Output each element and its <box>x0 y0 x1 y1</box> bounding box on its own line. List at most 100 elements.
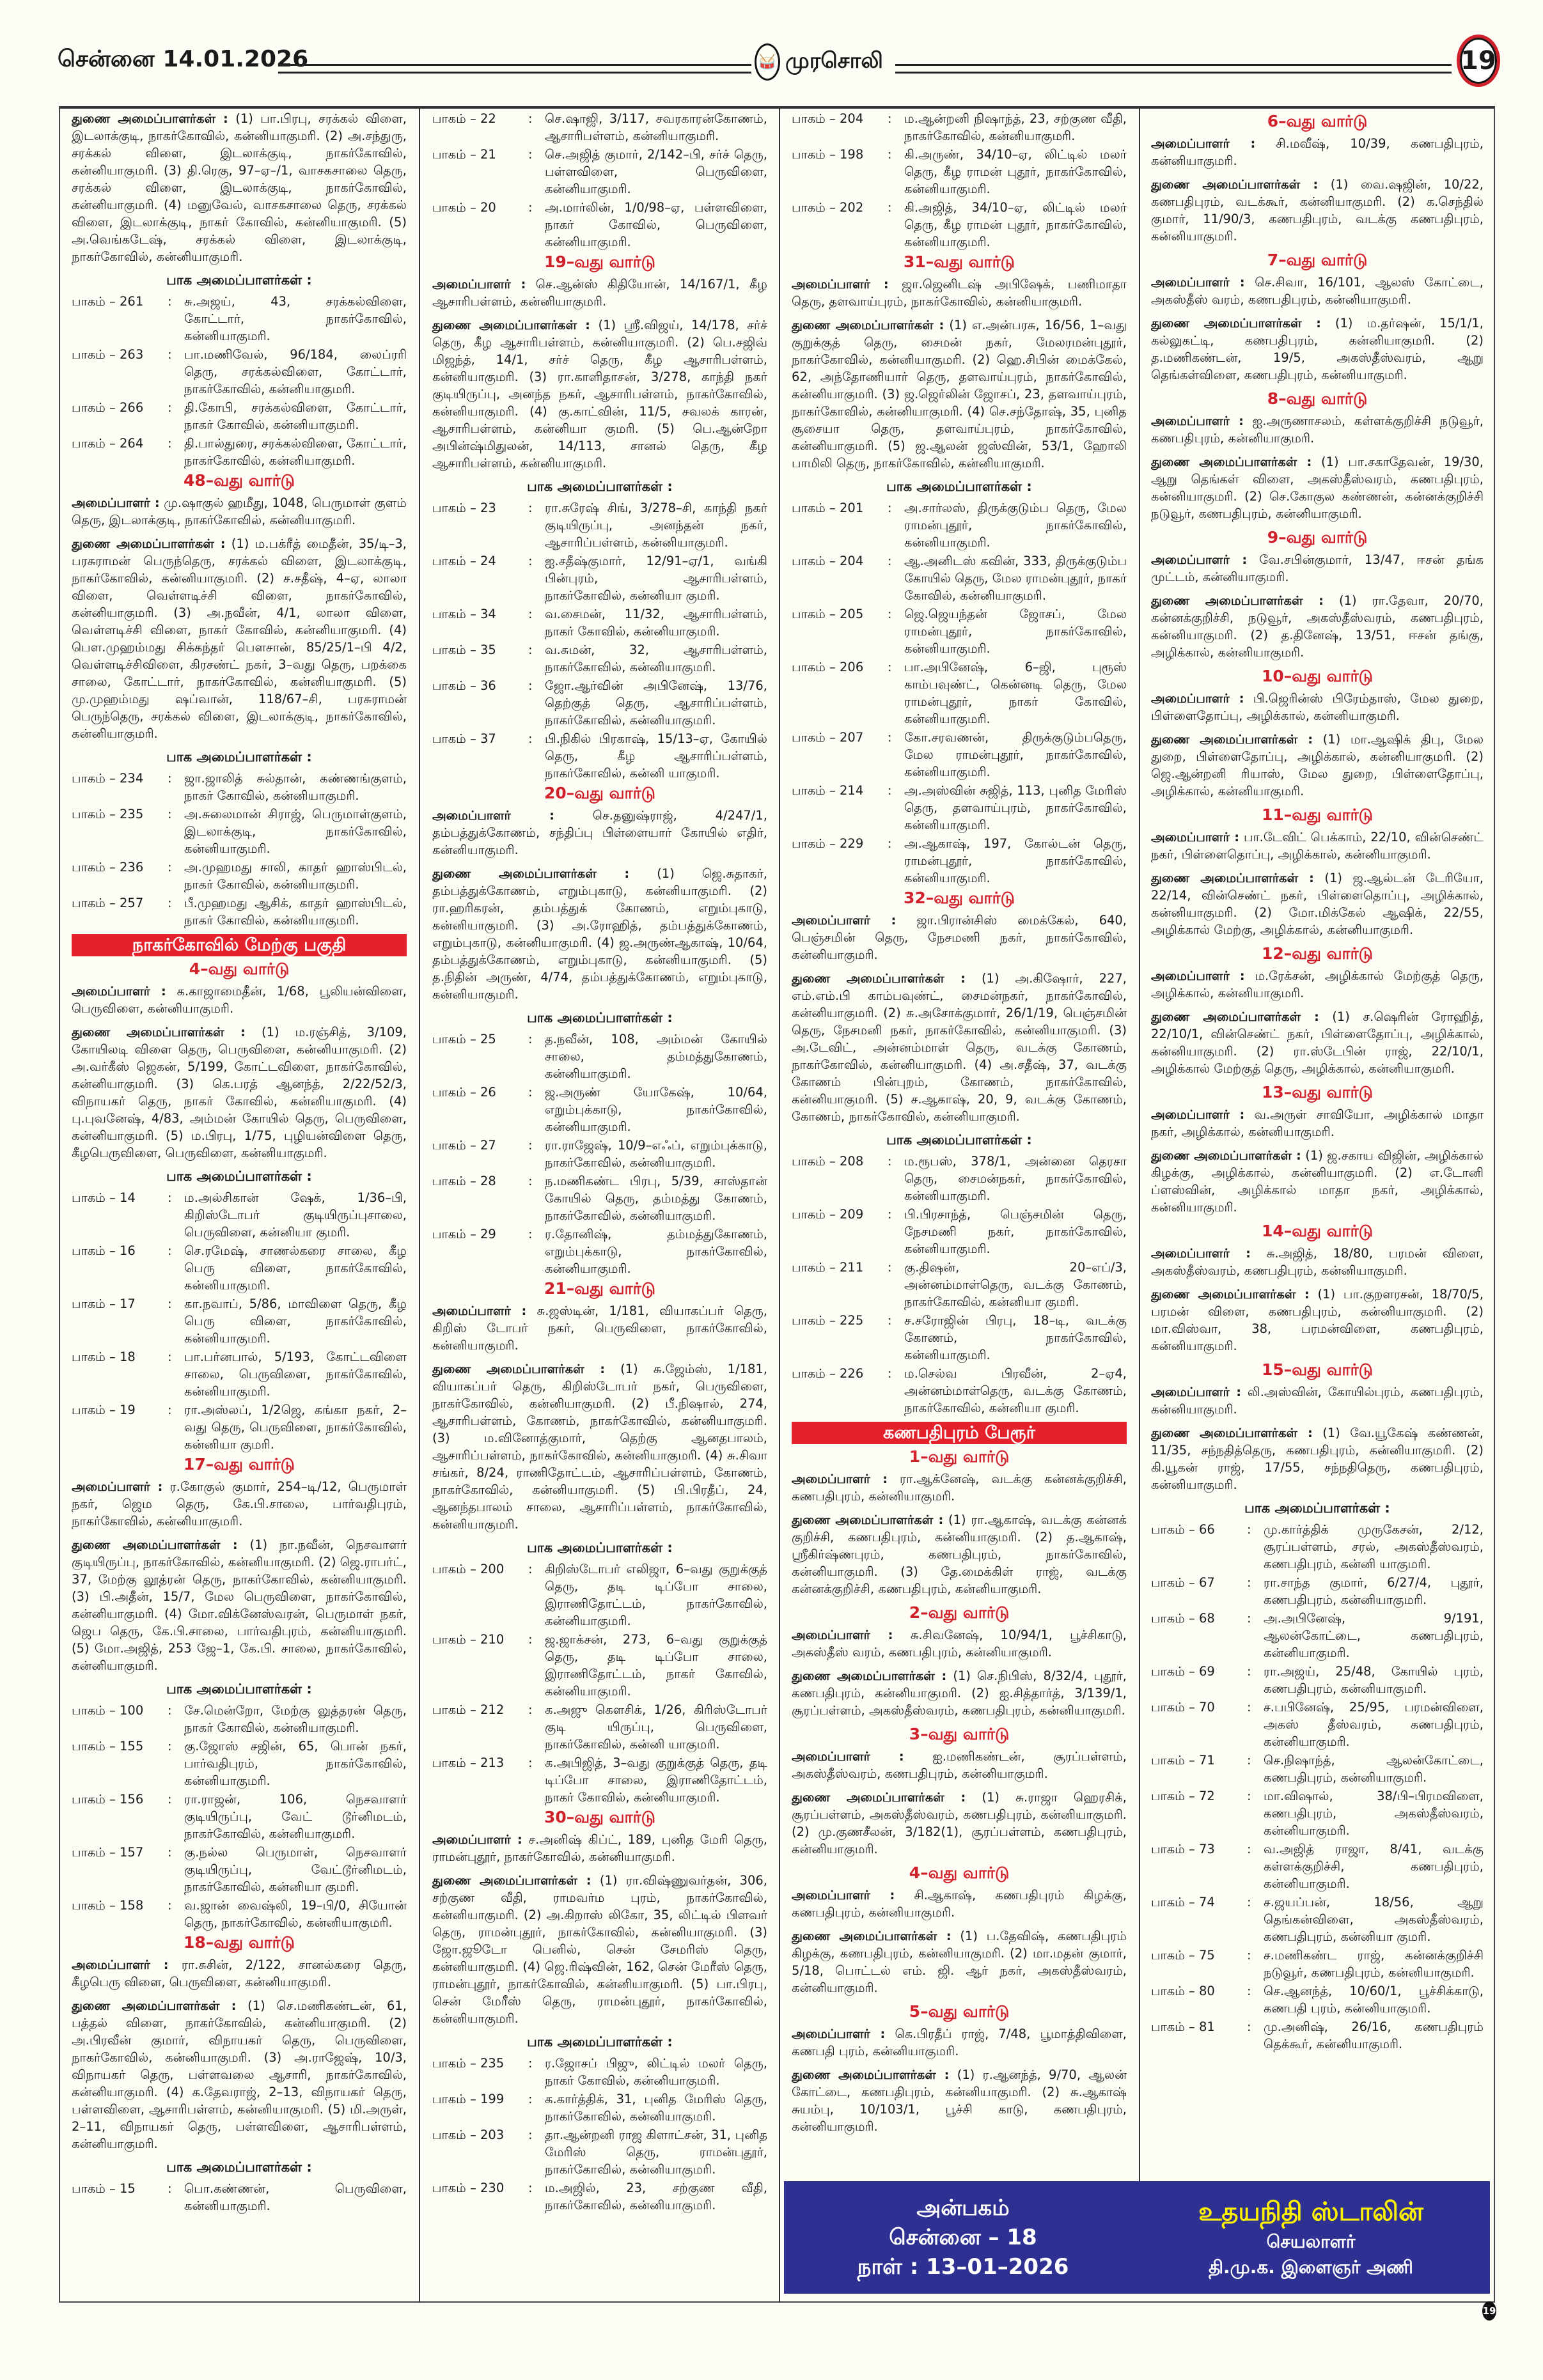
organizer-entry: அமைப்பாளர் : ம.ரேக்சன், அழிக்கால் மேற்கு… <box>1151 967 1484 1002</box>
deputy-organizers-entry: துணை அமைப்பாளர்கள் : (1) வை.ஷஜின், 10/22… <box>1151 176 1484 245</box>
entry-text: கெ.பிரதீப் ராஜ், 7/48, பூமாத்திவிளை, கணப… <box>792 2026 1127 2058</box>
booth-organizer: கு.திஷன், 20–எப்/3, அன்னம்மாள்தெரு, வடக்… <box>904 1260 1127 1309</box>
booth-number: பாகம் – 157 <box>72 1845 144 1860</box>
ward-heading: 10–வது வார்டு <box>1262 667 1373 685</box>
booth-row: பாகம் – 210: ஜ.ஜாக்சன், 273, 6–வது குறுக்… <box>432 1631 767 1700</box>
separator: : <box>888 1366 892 1381</box>
booth-organizer: பா.அபினேஷ், 6–ஜி, புரூஸ் காம்பவுண்ட், கெ… <box>904 660 1127 726</box>
booth-row: பாகம் – 208: ம.ரூபஸ், 378/1, அன்னை தெரசா … <box>792 1153 1127 1204</box>
entry-label: அமைப்பாளர் : <box>1151 136 1256 151</box>
booth-organizer: ச.சரோஜின் பிரபு, 18–டி, வடக்கு கோணம், நா… <box>904 1313 1127 1362</box>
booth-organizer: பா.மணிவேல், 96/184, லைப்ரரி தெரு, சரக்கல… <box>184 347 407 396</box>
booth-row: பாகம் – 225: ச.சரோஜின் பிரபு, 18–டி, வடக்… <box>792 1312 1127 1364</box>
ad-signatory-role: செயலாளர் <box>1266 2231 1356 2252</box>
booth-row: பாகம் – 100: சே.மென்றோ, மேற்கு லுத்தரன் த… <box>72 1702 407 1736</box>
booth-row: பாகம் – 81: மு.அனிஷ், 26/16, கணபதிபுரம் த… <box>1151 2018 1484 2053</box>
entry-label: அமைப்பாளர் : <box>1151 414 1244 428</box>
booth-number: பாகம் – 210 <box>432 1632 505 1647</box>
drum-emblem-icon: 🥁 <box>755 43 780 81</box>
booth-row: பாகம் – 201: அ.சார்லஸ், திருக்குடும்ப தெர… <box>792 499 1127 551</box>
separator: : <box>528 501 533 515</box>
entry-label: அமைப்பாளர் : <box>432 1832 522 1847</box>
separator: : <box>528 111 533 126</box>
entry-label: அமைப்பாளர் : <box>72 984 166 999</box>
separator: : <box>1247 2019 1251 2034</box>
deputy-organizers-entry: துணை அமைப்பாளர்கள் : (1) வே.யூகேஷ் கண்ணன… <box>1151 1424 1484 1493</box>
booth-number: பாகம் – 235 <box>432 2056 505 2071</box>
booth-row: பாகம் – 36: ஜோ.ஆர்வின் அபினேஷ், 13/76, தெ… <box>432 677 767 729</box>
organizer-entry: அமைப்பாளர் : ஜா.ஜெனிடஷ் அபிஷேக், பணிமாதா… <box>792 276 1127 310</box>
entry-label: அமைப்பாளர் : <box>1151 552 1248 567</box>
booth-row: பாகம் – 209: பி.பிரசாந்த், பெஞ்சமின் தெரு… <box>792 1206 1127 1257</box>
ward-heading: 15–வது வார்டு <box>1262 1360 1373 1379</box>
booth-number: பாகம் – 70 <box>1151 1700 1215 1715</box>
entry-text: (1) நா.நவீன், நெசவாளர் குடியிருப்பு, நாக… <box>72 1537 407 1673</box>
ward-heading: 14–வது வார்டு <box>1262 1222 1373 1240</box>
booth-row: பாகம் – 28: ந.மணிகண்ட பிரபு, 5/39, சாஸ்தா… <box>432 1172 767 1224</box>
deputy-organizers-entry: துணை அமைப்பாளர்கள் : (1) ச.ஷெரின் ரோஹித்… <box>1151 1008 1484 1077</box>
deputy-organizers-entry: துணை அமைப்பாளர்கள் : (1) பா.சகாதேவன், 19… <box>1151 453 1484 522</box>
booth-row: பாகம் – 26: ஜ.அருண் யோகேஷ், 10/64, எறும்ப… <box>432 1084 767 1135</box>
booth-organizer: அ.மார்லின், 1/0/98–ஏ, பள்ளவிளை, நாகர் கோ… <box>545 200 767 249</box>
entry-text: (1) பா.பிரபு, சரக்கல் விளை, இடலாக்குடி, … <box>72 111 407 264</box>
entry-label: துணை அமைப்பாளர்கள் : <box>72 1998 237 2013</box>
booth-row: பாகம் – 75: ச.மணிகண்ட ராஜ், கன்னக்குறிச்ச… <box>1151 1947 1484 1981</box>
separator: : <box>168 860 172 875</box>
booth-row: பாகம் – 34: வ.சைமன், 11/32, ஆசாரிபள்ளம், … <box>432 605 767 640</box>
booth-organizer: ந.மணிகண்ட பிரபு, 5/39, சாஸ்தான் கோயில் த… <box>545 1174 767 1223</box>
deputy-organizers-entry: துணை அமைப்பாளர்கள் : (1) ஸ்ரீ.விஜய், 14/… <box>432 316 767 472</box>
separator: : <box>528 1174 533 1188</box>
booth-number: பாகம் – 225 <box>792 1313 864 1328</box>
booth-organizer: அ.ஆகாஷ், 197, கோல்டன் தெரு, ராமன்புதூர்,… <box>904 836 1127 885</box>
entry-text: செ.சிவா, 16/101, ஆலஸ் கோட்டை, அகஸ்தீஸ் வ… <box>1151 275 1484 307</box>
booth-organizer: மா.விஷால், 38/பி–பிரமவிளை, கணபதிபுரம், அ… <box>1264 1789 1484 1838</box>
organizer-entry: அமைப்பாளர் : ர.கோகுல் குமார், 254–டி/12,… <box>72 1478 407 1530</box>
booth-number: பாகம் – 266 <box>72 400 144 415</box>
separator: : <box>168 294 172 309</box>
separator: : <box>168 1243 172 1258</box>
booth-organizers-heading: பாக அமைப்பாளர்கள் : <box>527 1010 673 1025</box>
entry-label: துணை அமைப்பாளர்கள் : <box>432 318 590 332</box>
booth-organizer: கிறிஸ்டோபர் எலிஜா, 6–வது குறுக்குத் தெரு… <box>545 1562 767 1628</box>
booth-row: பாகம் – 37: பி.நிகில் பிரகாஷ், 15/13–ஏ, க… <box>432 730 767 782</box>
booth-number: பாகம் – 203 <box>432 2127 505 2142</box>
entry-text: (1) சு.ஜேம்ஸ், 1/181, வியாகப்பர் தெரு, க… <box>432 1362 767 1532</box>
booth-number: பாகம் – 19 <box>72 1403 136 1417</box>
column-4: 6–வது வார்டு அமைப்பாளர் : சி.மவீஷ், 10/39… <box>1151 110 1484 2168</box>
booth-row: பாகம் – 212: க.அஜு கௌசிக், 1/26, கிரிஸ்டோ… <box>432 1701 767 1753</box>
ward-heading: 5–வது வார்டு <box>909 2002 1010 2021</box>
booth-row: பாகம் – 213: க.அபிஜித், 3–வது குறுக்குத் … <box>432 1754 767 1806</box>
booth-row: பாகம் – 266: தி.கோபி, சரக்கல்விளை, கோட்டா… <box>72 399 407 433</box>
booth-number: பாகம் – 74 <box>1151 1895 1215 1909</box>
booth-number: பாகம் – 27 <box>432 1138 496 1153</box>
booth-organizer: ஜோ.ஆர்வின் அபினேஷ், 13/76, தெற்குத் தெரு… <box>545 678 767 727</box>
column-2: பாகம் – 22: செ.ஷாஜி, 3/117, சவரகாரன்கோணம்… <box>432 110 767 2296</box>
booth-row: பாகம் – 17: கா.நவாப், 5/86, மாவிளை தெரு, … <box>72 1295 407 1347</box>
deputy-organizers-entry: துணை அமைப்பாளர்கள் : (1) ம.பக்ரீத் மைதீன… <box>72 535 407 742</box>
booth-row: பாகம் – 204: ம.ஆன்றனி நிஷாந்த், 23, சற்கு… <box>792 110 1127 144</box>
booth-organizer: ச.மணிகண்ட ராஜ், கன்னக்குறிச்சி நடுவூர், … <box>1264 1948 1484 1980</box>
booth-number: பாகம் – 21 <box>432 147 496 162</box>
booth-row: பாகம் – 157: கு.நல்ல பெருமாள், நெசவாளர் க… <box>72 1844 407 1895</box>
booth-number: பாகம் – 37 <box>432 731 496 746</box>
booth-row: பாகம் – 67: ரா.சாந்த குமார், 6/27/4, புதூ… <box>1151 1574 1484 1608</box>
entry-text: வே.சபின்குமார், 13/47, ஈசன் தங்க முட்டம்… <box>1151 552 1484 584</box>
booth-number: பாகம் – 75 <box>1151 1948 1215 1963</box>
entry-label: துணை அமைப்பாளர்கள் : <box>792 2067 950 2082</box>
entry-label: துணை அமைப்பாளர்கள் : <box>72 536 226 551</box>
page-number-badge: 19 <box>1457 35 1500 87</box>
booth-number: பாகம் – 23 <box>432 501 496 515</box>
ward-heading: 13–வது வார்டு <box>1262 1083 1373 1101</box>
entry-text: (1) பா.குறளரசன், 18/70/5, பரமன் விளை, கண… <box>1151 1287 1484 1353</box>
booth-number: பாகம் – 73 <box>1151 1842 1215 1856</box>
ward-heading: 20–வது வார்டு <box>544 784 655 802</box>
separator: : <box>168 896 172 910</box>
booth-row: பாகம் – 211: கு.திஷன், 20–எப்/3, அன்னம்மா… <box>792 1259 1127 1311</box>
booth-row: பாகம் – 236: அ.முஹமது சாலி, காதர் ஹாஸ்பிட… <box>72 859 407 893</box>
entry-label: அமைப்பாளர் : <box>792 913 897 928</box>
booth-row: பாகம் – 158: வ.ஜான் வைஷ்லி, 19–பி/0, சியோ… <box>72 1897 407 1931</box>
entry-text: லி.அஸ்வின், கோயில்புரம், கணபதிபுரம், கன்… <box>1151 1385 1484 1417</box>
entry-text: ம.ரேக்சன், அழிக்கால் மேற்குத் தெரு, அழிக… <box>1151 968 1484 1000</box>
booth-row: பாகம் – 21: செ.அஜித் குமார், 2/142–பி, சர… <box>432 146 767 198</box>
booth-row: பாகம் – 200: கிறிஸ்டோபர் எலிஜா, 6–வது குற… <box>432 1560 767 1629</box>
